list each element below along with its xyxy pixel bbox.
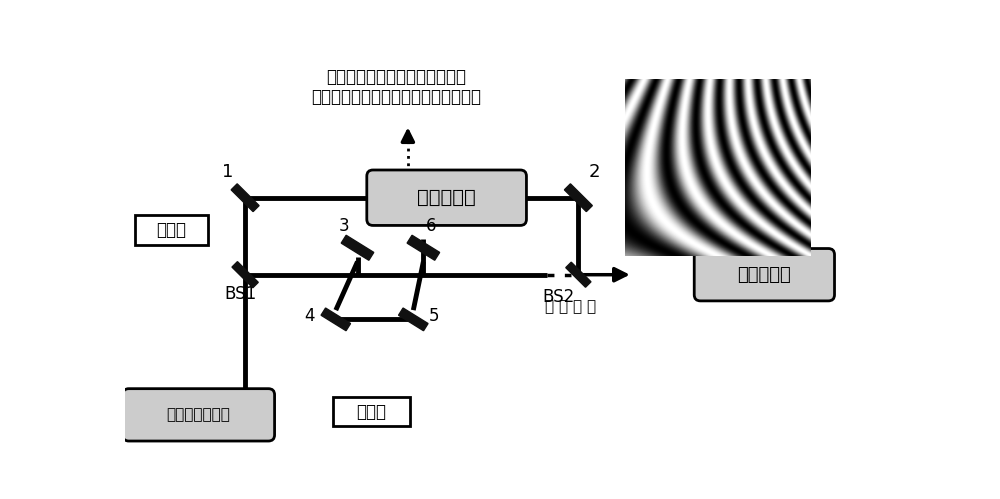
- Polygon shape: [231, 184, 259, 212]
- Text: BS1: BS1: [224, 285, 256, 303]
- Text: 5: 5: [429, 307, 439, 325]
- FancyBboxPatch shape: [333, 397, 410, 427]
- FancyBboxPatch shape: [367, 170, 526, 226]
- Polygon shape: [232, 261, 258, 288]
- Text: 2: 2: [588, 163, 600, 181]
- Text: 参考光: 参考光: [356, 403, 386, 421]
- Text: 成像光谱仪: 成像光谱仪: [738, 265, 791, 284]
- Text: BS2: BS2: [543, 288, 575, 306]
- Polygon shape: [321, 308, 351, 331]
- Text: 6: 6: [426, 217, 436, 235]
- FancyBboxPatch shape: [694, 249, 835, 301]
- Text: 信号光: 信号光: [156, 221, 186, 239]
- Polygon shape: [399, 308, 428, 331]
- Text: 3: 3: [338, 217, 349, 235]
- FancyBboxPatch shape: [135, 216, 208, 245]
- Text: 同 轴 干 涉: 同 轴 干 涉: [545, 299, 596, 314]
- Text: 以及色散主动控制部分：展宽和压缩器: 以及色散主动控制部分：展宽和压缩器: [311, 88, 481, 106]
- Polygon shape: [341, 235, 374, 260]
- Text: 包括引入时空啁变的元件：透镜: 包括引入时空啁变的元件：透镜: [326, 68, 466, 86]
- Polygon shape: [566, 262, 591, 287]
- FancyBboxPatch shape: [123, 389, 275, 441]
- Text: 短脉冲系统: 短脉冲系统: [417, 188, 476, 207]
- Text: 飞秒脉冲振荡器: 飞秒脉冲振荡器: [167, 407, 231, 422]
- Polygon shape: [407, 235, 440, 260]
- Text: 4: 4: [304, 307, 315, 325]
- Polygon shape: [564, 184, 592, 212]
- Text: 1: 1: [222, 163, 233, 181]
